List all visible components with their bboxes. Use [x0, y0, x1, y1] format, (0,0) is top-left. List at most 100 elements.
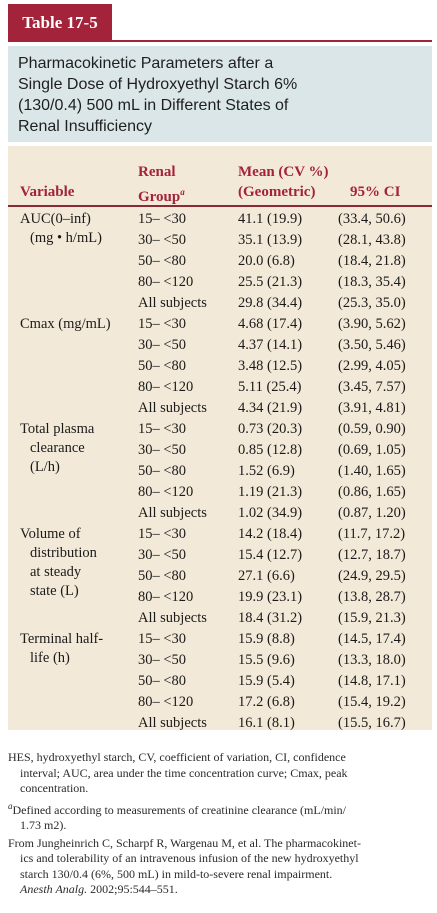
row-ci: (2.99, 4.05): [338, 358, 406, 374]
row-mean: 1.02 (34.9): [238, 505, 303, 521]
source-journal: Anesth Analg.: [20, 882, 88, 896]
row-ci: (18.4, 21.8): [338, 253, 406, 269]
row-mean: 16.1 (8.1): [238, 715, 295, 731]
caption-line: Pharmacokinetic Parameters after a: [18, 55, 274, 72]
row-ci: (15.9, 21.3): [338, 610, 406, 626]
table-label: Table 17-5: [8, 4, 112, 42]
row-ci: (12.7, 18.7): [338, 547, 406, 563]
row-mean: 27.1 (6.6): [238, 568, 295, 584]
row-group: 15– <30: [138, 211, 187, 227]
caption-line: (130/0.4) 500 mL in Different States of: [18, 97, 289, 114]
row-group: All subjects: [138, 610, 207, 626]
row-mean: 3.48 (12.5): [238, 358, 303, 374]
variable-line: (mg • h/mL): [30, 230, 102, 246]
row-group: 15– <30: [138, 316, 187, 332]
row-ci: (18.3, 35.4): [338, 274, 406, 290]
row-mean: 29.8 (34.4): [238, 295, 303, 311]
row-ci: (11.7, 17.2): [338, 526, 406, 542]
variable-line: life (h): [30, 650, 70, 666]
source-line: ics and tolerability of an intravenous i…: [20, 851, 359, 865]
row-mean: 4.34 (21.9): [238, 400, 303, 416]
row-ci: (14.5, 17.4): [338, 631, 406, 647]
row-group: All subjects: [138, 715, 207, 731]
row-ci: (3.90, 5.62): [338, 316, 406, 332]
row-group: All subjects: [138, 505, 207, 521]
header-group-line2: Groupa: [138, 183, 185, 206]
header-ci: 95% CI: [350, 184, 401, 200]
caption-line: Renal Insufficiency: [18, 118, 152, 135]
table-notes: HES, hydroxyethyl starch, CV, coefficien…: [8, 750, 432, 900]
row-ci: (1.40, 1.65): [338, 463, 406, 479]
row-group: 30– <50: [138, 232, 187, 248]
row-mean: 18.4 (31.2): [238, 610, 303, 626]
row-ci: (25.3, 35.0): [338, 295, 406, 311]
row-mean: 0.85 (12.8): [238, 442, 303, 458]
row-group: 15– <30: [138, 526, 187, 542]
footnote: aDefined according to measurements of cr…: [8, 799, 432, 834]
row-group: All subjects: [138, 400, 207, 416]
row-mean: 25.5 (21.3): [238, 274, 303, 290]
variable-line: Volume of: [20, 526, 81, 542]
row-group: 15– <30: [138, 421, 187, 437]
row-ci: (0.69, 1.05): [338, 442, 406, 458]
variable-line: Terminal half-: [20, 631, 104, 647]
title-rule: [8, 40, 432, 42]
row-ci: (15.5, 16.7): [338, 715, 406, 731]
row-group: 30– <50: [138, 337, 187, 353]
abbrev-line: interval; AUC, area under the time conce…: [20, 765, 348, 780]
variable-line: Cmax (mg/mL): [20, 316, 111, 332]
row-ci: (28.1, 43.8): [338, 232, 406, 248]
variable-clearance: Total plasma clearance (L/h): [20, 420, 94, 477]
row-group: 50– <80: [138, 568, 187, 584]
row-mean: 14.2 (18.4): [238, 526, 303, 542]
row-mean: 41.1 (19.9): [238, 211, 303, 227]
variable-line: distribution: [30, 545, 97, 561]
footnote-line: 1.73 m2).: [20, 818, 67, 832]
row-mean: 1.19 (21.3): [238, 484, 303, 500]
row-mean: 35.1 (13.9): [238, 232, 303, 248]
row-ci: (0.86, 1.65): [338, 484, 406, 500]
row-ci: (14.8, 17.1): [338, 673, 406, 689]
variable-volume: Volume of distribution at steady state (…: [20, 525, 97, 601]
row-group: 50– <80: [138, 673, 187, 689]
row-ci: (13.8, 28.7): [338, 589, 406, 605]
variable-halflife: Terminal half- life (h): [20, 630, 103, 668]
caption-line: Single Dose of Hydroxyethyl Starch 6%: [18, 76, 298, 93]
row-ci: (24.9, 29.5): [338, 568, 406, 584]
row-group: 50– <80: [138, 358, 187, 374]
header-group-text: Group: [138, 189, 181, 205]
header-mean-line1: Mean (CV %): [238, 164, 329, 180]
row-ci: (3.91, 4.81): [338, 400, 406, 416]
row-group: All subjects: [138, 295, 207, 311]
row-mean: 15.9 (5.4): [238, 673, 295, 689]
row-ci: (0.87, 1.20): [338, 505, 406, 521]
table-caption: Pharmacokinetic Parameters after a Singl…: [8, 46, 432, 142]
header-group-mark: a: [180, 187, 185, 197]
row-ci: (0.59, 0.90): [338, 421, 406, 437]
abbrev-line: HES, hydroxyethyl starch, CV, coefficien…: [8, 750, 346, 764]
row-mean: 15.4 (12.7): [238, 547, 303, 563]
variable-line: Total plasma: [20, 421, 95, 437]
row-group: 80– <120: [138, 589, 194, 605]
row-mean: 4.37 (14.1): [238, 337, 303, 353]
row-ci: (3.45, 7.57): [338, 379, 406, 395]
row-group: 15– <30: [138, 631, 187, 647]
variable-line: clearance: [30, 440, 85, 456]
row-group: 50– <80: [138, 253, 187, 269]
variable-auc: AUC(0–inf) (mg • h/mL): [20, 210, 102, 248]
row-mean: 19.9 (23.1): [238, 589, 303, 605]
row-ci: (15.4, 19.2): [338, 694, 406, 710]
footnote-mark: a: [8, 800, 13, 811]
source: From Jungheinrich C, Scharpf R, Wargenau…: [8, 836, 432, 898]
row-group: 30– <50: [138, 442, 187, 458]
row-group: 80– <120: [138, 274, 194, 290]
table-body: [8, 146, 432, 730]
header-mean-line2: (Geometric): [238, 184, 316, 200]
row-group: 80– <120: [138, 379, 194, 395]
row-mean: 17.2 (6.8): [238, 694, 295, 710]
row-mean: 5.11 (25.4): [238, 379, 302, 395]
footnote-line: Defined according to measurements of cre…: [12, 802, 347, 817]
source-line: From Jungheinrich C, Scharpf R, Wargenau…: [8, 835, 361, 850]
source-line: starch 130/0.4 (6%, 500 mL) in mild-to-s…: [20, 866, 333, 881]
